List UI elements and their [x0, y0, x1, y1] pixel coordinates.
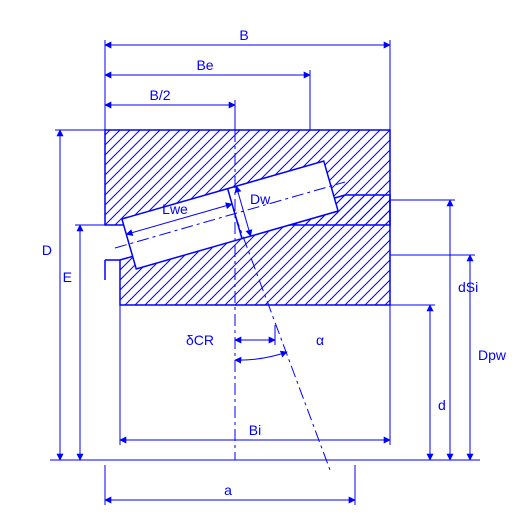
- label-a: a: [224, 482, 232, 498]
- label-alpha: α: [316, 332, 324, 348]
- label-E: E: [63, 269, 72, 285]
- label-Be: Be: [196, 57, 213, 73]
- label-deltaCR: δCR: [186, 332, 214, 348]
- dim-alpha: [235, 352, 287, 360]
- label-Dpw: Dpw: [478, 347, 507, 363]
- label-Bi: Bi: [249, 422, 261, 438]
- label-B: B: [239, 27, 248, 43]
- label-Lwe: Lwe: [162, 201, 188, 217]
- label-d: d: [438, 397, 446, 413]
- label-dSi: dSi: [458, 279, 478, 295]
- label-Dw: Dw: [250, 191, 271, 207]
- label-D: D: [42, 242, 52, 258]
- label-B2: B/2: [149, 87, 170, 103]
